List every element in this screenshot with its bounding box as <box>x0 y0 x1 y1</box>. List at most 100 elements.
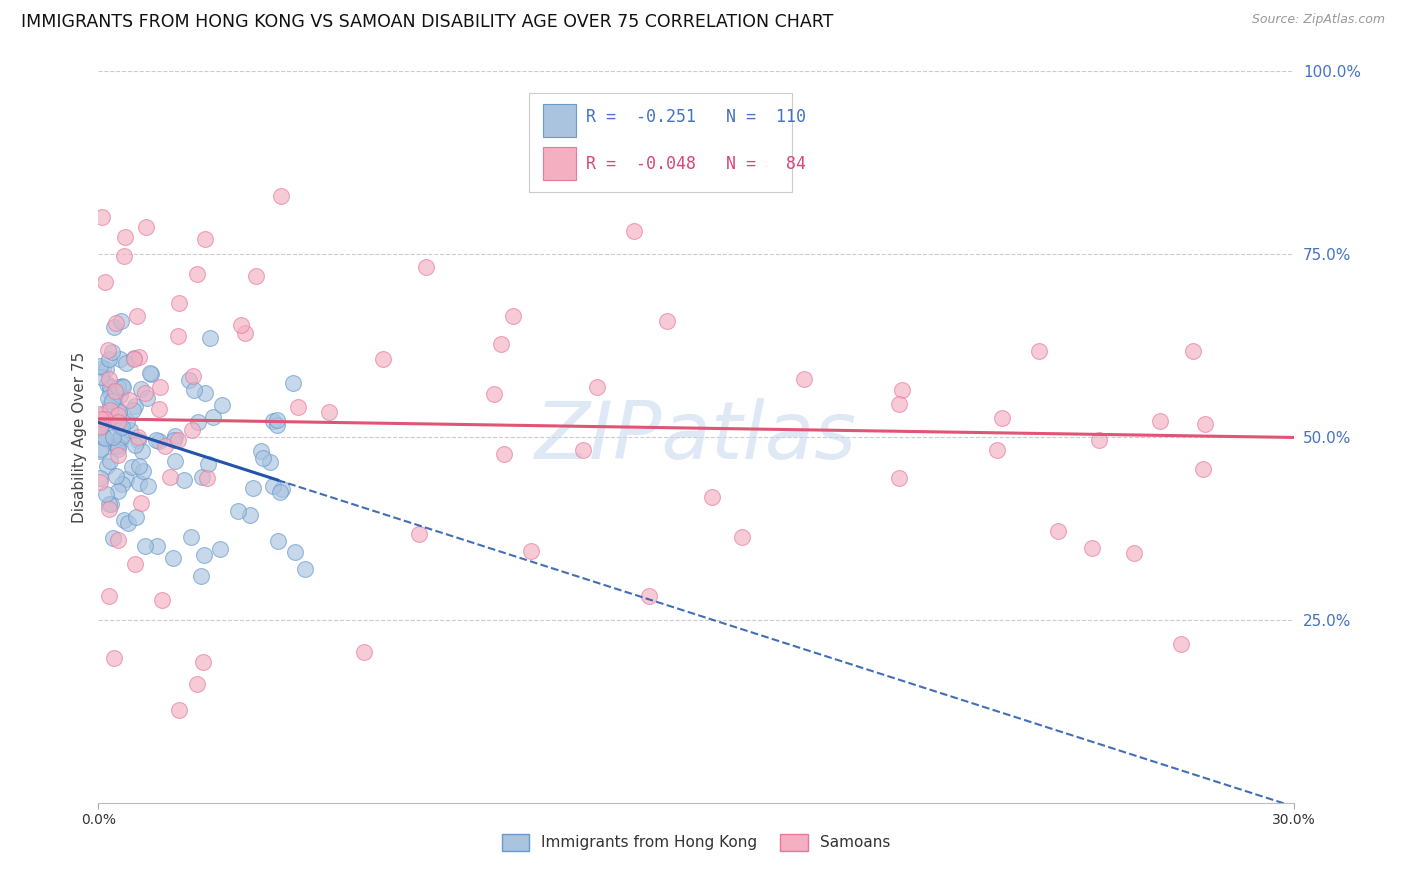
Point <box>98 589 121 603</box>
Point <box>101 430 124 444</box>
Point <box>97 502 120 516</box>
Point <box>91 361 114 376</box>
Point <box>163 433 186 447</box>
Text: IMMIGRANTS FROM HONG KONG VS SAMOAN DISABILITY AGE OVER 75 CORRELATION CHART: IMMIGRANTS FROM HONG KONG VS SAMOAN DISA… <box>21 13 834 31</box>
Point <box>134 539 156 553</box>
Point <box>127 434 149 448</box>
Point <box>287 400 309 414</box>
Point <box>163 453 186 467</box>
Point <box>502 309 524 323</box>
Point <box>107 484 129 499</box>
Point <box>112 249 135 263</box>
Point <box>890 383 912 397</box>
Point <box>887 397 910 411</box>
Point <box>89 471 111 485</box>
Point <box>371 351 394 366</box>
Point <box>89 444 111 458</box>
Point <box>180 529 202 543</box>
Point <box>266 413 288 427</box>
Point <box>571 443 593 458</box>
Point <box>179 373 201 387</box>
Point <box>1081 541 1104 555</box>
Point <box>187 415 209 429</box>
Point <box>131 382 153 396</box>
Point <box>104 468 127 483</box>
Point <box>245 269 267 284</box>
Point <box>134 386 156 401</box>
Point <box>1194 417 1216 431</box>
Point <box>136 478 159 492</box>
Point <box>162 551 184 566</box>
Point <box>131 464 153 478</box>
Point <box>110 430 132 444</box>
Point <box>262 414 284 428</box>
Point <box>121 459 143 474</box>
Point <box>101 345 124 359</box>
Point <box>96 377 118 392</box>
Point <box>141 368 163 382</box>
Point <box>183 383 205 397</box>
Point <box>127 430 149 444</box>
Point <box>108 405 131 419</box>
Point <box>98 396 121 410</box>
Point <box>638 590 661 604</box>
Point <box>104 384 127 398</box>
Point <box>193 655 215 669</box>
Point <box>98 453 121 467</box>
Point <box>89 419 111 434</box>
Point <box>163 429 186 443</box>
Point <box>122 352 145 367</box>
Point <box>91 428 114 442</box>
Point <box>149 379 172 393</box>
Point <box>259 454 281 468</box>
Point <box>1088 434 1111 448</box>
Point <box>112 380 135 394</box>
Point <box>281 376 304 390</box>
Point <box>125 310 148 324</box>
Point <box>115 414 138 428</box>
Point <box>98 402 121 417</box>
Point <box>173 473 195 487</box>
Point <box>155 439 177 453</box>
Point <box>118 393 141 408</box>
Point <box>108 387 131 401</box>
Point <box>115 356 138 370</box>
Point <box>107 533 129 547</box>
Point <box>1028 344 1050 359</box>
Point <box>124 400 146 414</box>
Point <box>125 509 148 524</box>
Point <box>128 350 150 364</box>
Point <box>122 351 145 366</box>
Point <box>94 275 117 289</box>
Point <box>986 442 1008 457</box>
Point <box>586 380 609 394</box>
Point <box>181 368 204 383</box>
Point <box>1046 524 1069 538</box>
Point <box>238 508 260 522</box>
Point <box>90 370 112 384</box>
Point <box>271 482 294 496</box>
Point <box>91 430 114 444</box>
Legend: Immigrants from Hong Kong, Samoans: Immigrants from Hong Kong, Samoans <box>495 828 897 857</box>
Point <box>318 405 340 419</box>
Point <box>128 476 150 491</box>
Point <box>489 337 512 351</box>
Point <box>1191 462 1213 476</box>
Point <box>121 403 143 417</box>
Point <box>267 533 290 548</box>
Point <box>105 386 128 401</box>
Point <box>269 484 291 499</box>
Point <box>98 351 121 366</box>
Point <box>94 361 117 376</box>
Point <box>231 318 253 332</box>
Point <box>96 458 118 473</box>
Point <box>148 401 170 416</box>
Point <box>112 513 135 527</box>
Point <box>103 532 125 546</box>
Point <box>98 385 121 400</box>
Point <box>131 444 153 458</box>
Text: Source: ZipAtlas.com: Source: ZipAtlas.com <box>1251 13 1385 27</box>
Point <box>415 260 437 274</box>
Point <box>111 419 134 434</box>
Point <box>131 496 153 510</box>
